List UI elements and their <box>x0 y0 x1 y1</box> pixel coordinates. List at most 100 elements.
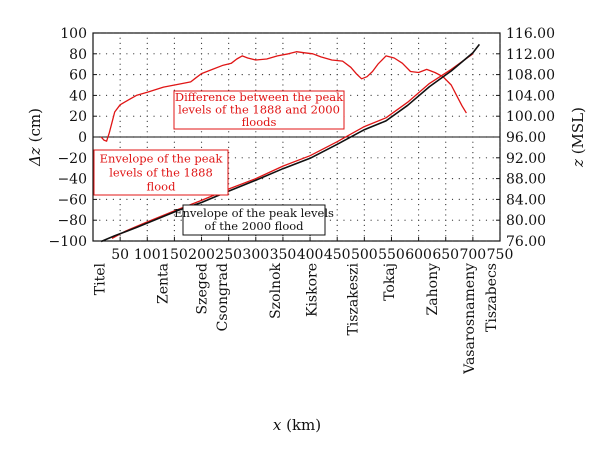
grid-dot <box>126 115 128 117</box>
grid-dot <box>472 94 474 96</box>
grid-dot <box>472 198 474 200</box>
grid-dot <box>329 178 332 180</box>
grid-dot <box>207 32 209 34</box>
grid-dot <box>173 146 175 148</box>
grid-dot <box>424 157 426 159</box>
grid-dot <box>384 178 386 180</box>
grid-dot <box>207 53 209 55</box>
grid-dot <box>146 224 148 226</box>
grid-dot <box>173 58 175 60</box>
grid-dot <box>370 53 372 55</box>
grid-dot <box>350 240 352 242</box>
grid-dot <box>309 193 311 195</box>
grid-dot <box>445 214 447 216</box>
grid-dot <box>309 79 311 81</box>
grid-dot <box>343 53 345 55</box>
grid-dot <box>126 198 128 200</box>
grid-dot <box>424 240 426 242</box>
grid-dot <box>295 53 298 55</box>
grid-dot <box>336 84 338 86</box>
grid-dot <box>451 157 454 159</box>
grid-dot <box>499 224 501 226</box>
grid-dot <box>384 157 386 159</box>
axis-ticks: 50 100 150 200 250 300 350 400 450 500 550 600 650 70… <box>49 26 555 263</box>
grid-dot <box>329 157 332 159</box>
grid-dot <box>234 198 237 200</box>
grid-dot <box>458 74 460 76</box>
grid-dot <box>472 115 474 117</box>
grid-dot <box>282 74 284 76</box>
grid-dot <box>499 235 501 237</box>
town-label: Zahony <box>425 263 441 316</box>
grid-dot <box>173 219 175 221</box>
grid-dot <box>336 204 338 206</box>
grid-dot <box>390 146 393 148</box>
grid-dot <box>99 94 101 96</box>
grid-dot <box>499 167 501 169</box>
grid-dot <box>329 219 332 221</box>
grid-dot <box>119 219 121 221</box>
grid-dot <box>418 84 420 86</box>
grid-dot <box>356 178 359 180</box>
grid-dot <box>418 89 420 91</box>
grid-dot <box>356 115 359 117</box>
grid-dot <box>492 178 494 180</box>
grid-dot <box>384 32 386 34</box>
grid-dot <box>370 94 372 96</box>
grid-dot <box>472 152 474 154</box>
town-label: Titel <box>93 262 109 295</box>
grid-dot <box>228 141 230 143</box>
grid-dot <box>492 115 494 117</box>
grid-dot <box>418 131 420 133</box>
grid-dot <box>390 214 393 216</box>
grid-dot <box>119 230 121 232</box>
grid-dot <box>228 48 230 50</box>
grid-dot <box>458 115 460 117</box>
grid-dot <box>472 84 474 86</box>
grid-dot <box>485 240 488 242</box>
x-tick-label: 300 <box>242 247 269 263</box>
grid-dot <box>411 94 413 96</box>
grid-dot <box>105 219 108 221</box>
grid-dot <box>200 48 203 50</box>
grid-dot <box>261 240 264 242</box>
grid-dot <box>492 94 494 96</box>
grid-dot <box>390 178 393 180</box>
grid-dot <box>472 230 474 232</box>
y-left-tick-label: −100 <box>49 234 87 250</box>
grid-dot <box>214 198 216 200</box>
grid-dot <box>194 198 196 200</box>
grid-dot <box>404 32 406 34</box>
grid-dot <box>363 63 365 65</box>
annotation-2000-text: Envelope of the peak levels <box>174 206 334 220</box>
grid-dot <box>282 32 284 34</box>
grid-dot <box>207 240 209 242</box>
grid-dot <box>343 240 345 242</box>
grid-dot <box>146 63 148 65</box>
grid-dot <box>302 240 304 242</box>
grid-dot <box>180 198 182 200</box>
grid-dot <box>472 68 474 70</box>
grid-dot <box>200 84 203 86</box>
grid-dot <box>377 94 379 96</box>
grid-dot <box>99 115 101 117</box>
grid-dot <box>390 172 393 174</box>
grid-dot <box>146 120 148 122</box>
grid-dot <box>390 219 393 221</box>
grid-dot <box>390 84 393 86</box>
annotation-2000-text: of the 2000 flood <box>204 219 304 233</box>
grid-dot <box>445 178 447 180</box>
grid-dot <box>336 178 338 180</box>
grid-dot <box>119 74 121 76</box>
grid-dot <box>370 219 372 221</box>
grid-dot <box>146 37 148 39</box>
grid-dot <box>499 89 501 91</box>
grid-dot <box>167 198 169 200</box>
grid-dot <box>418 105 420 107</box>
grid-dot <box>329 74 332 76</box>
grid-dot <box>472 167 474 169</box>
grid-dot <box>472 74 474 76</box>
grid-dot <box>445 32 447 34</box>
grid-dot <box>451 74 454 76</box>
